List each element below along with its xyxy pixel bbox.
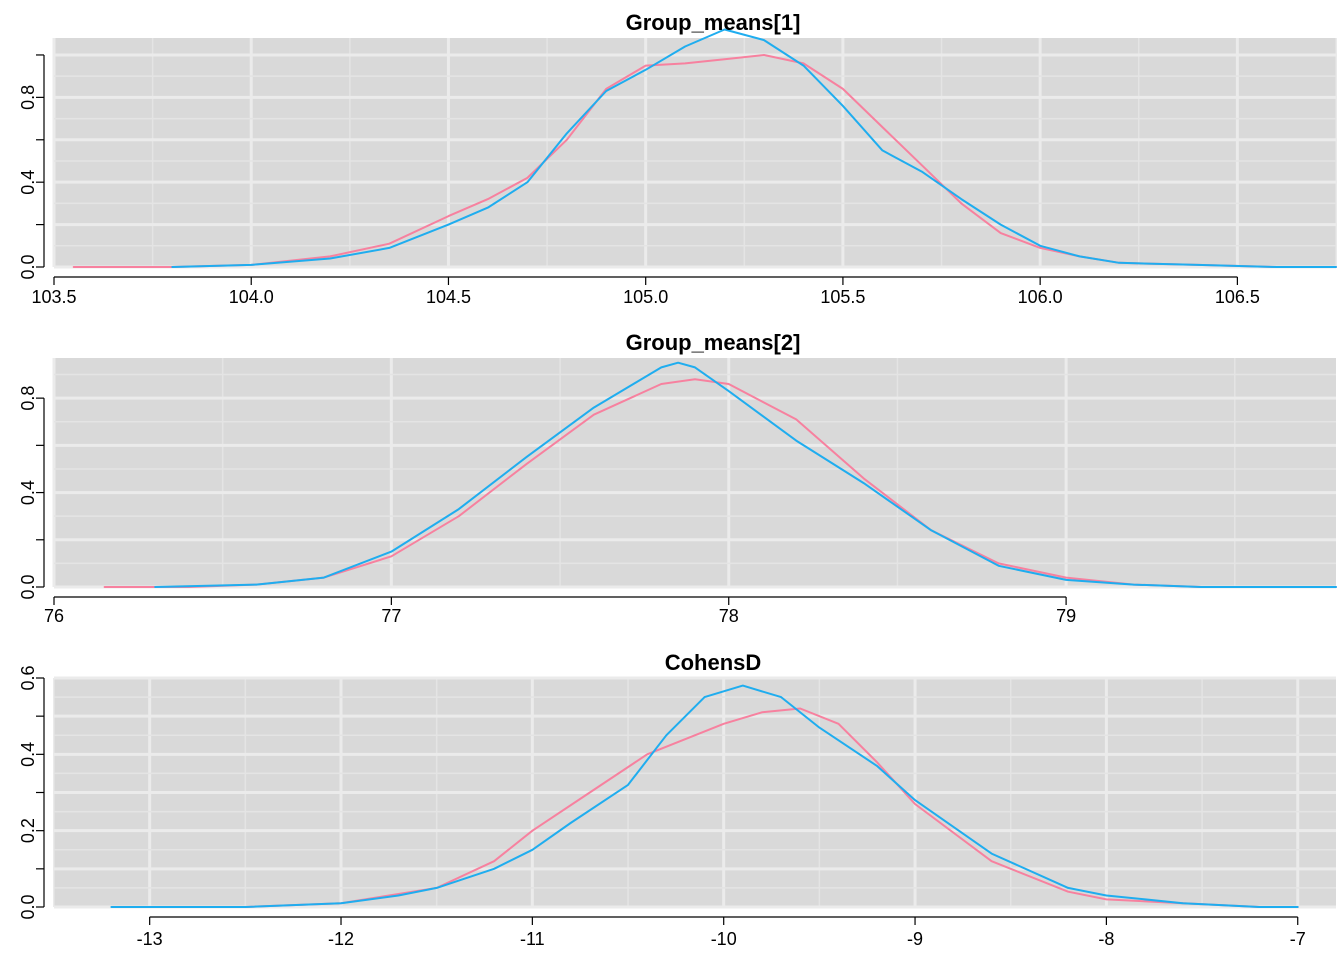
x-tick-label: 104.0 [229,287,274,307]
panel-title: CohensD [665,650,762,675]
y-tick-label: 0.4 [18,170,38,195]
y-tick-label: 0.6 [18,665,38,690]
x-tick-label: -13 [137,929,163,949]
x-tick-label: 106.0 [1018,287,1063,307]
x-tick-label: 103.5 [31,287,76,307]
x-tick-label: 78 [719,606,739,626]
x-tick-label: -9 [907,929,923,949]
x-tick-label: -10 [711,929,737,949]
panel-cohens-d: CohensD -13 -12 -11 -10 -9 -8 -7 0.0 0.2 0.4 0.6 [18,650,1336,949]
x-tick-label: 106.5 [1215,287,1260,307]
x-tick-label: -11 [520,929,545,949]
density-line-chain-2 [171,28,1337,268]
x-tick-label: -12 [328,929,354,949]
y-tick-label: 0.2 [18,818,38,843]
y-tick-label: 0.0 [18,254,38,279]
density-line-chain-2 [110,684,1299,908]
x-tick-label: 104.5 [426,287,471,307]
y-tick-label: 0.0 [18,894,38,919]
plot-background [54,38,1336,267]
panel-title: Group_means[1] [626,10,801,35]
x-tick-label: 105.0 [623,287,668,307]
plot-background [54,358,1336,587]
y-tick-label: 0.4 [18,480,38,505]
y-tick-label: 0.0 [18,574,38,599]
panel-group-means-2: Group_means[2] 76 77 78 79 0.0 0.4 0.8 [18,330,1337,626]
x-tick-label: 79 [1056,606,1076,626]
x-tick-label: -8 [1098,929,1114,949]
x-tick-label: 105.5 [820,287,865,307]
x-tick-label: 77 [381,606,401,626]
x-tick-label: 76 [44,606,64,626]
panel-title: Group_means[2] [626,330,801,355]
y-tick-label: 0.8 [18,85,38,110]
panel-group-means-1: Group_means[1] 103.5 104.0 104.5 105.0 105.5 1… [18,10,1337,307]
density-line-chain-1 [148,707,1299,908]
density-line-chain-2 [154,361,1337,588]
x-tick-label: -7 [1290,929,1306,949]
y-tick-label: 0.8 [18,386,38,411]
y-tick-label: 0.4 [18,742,38,767]
